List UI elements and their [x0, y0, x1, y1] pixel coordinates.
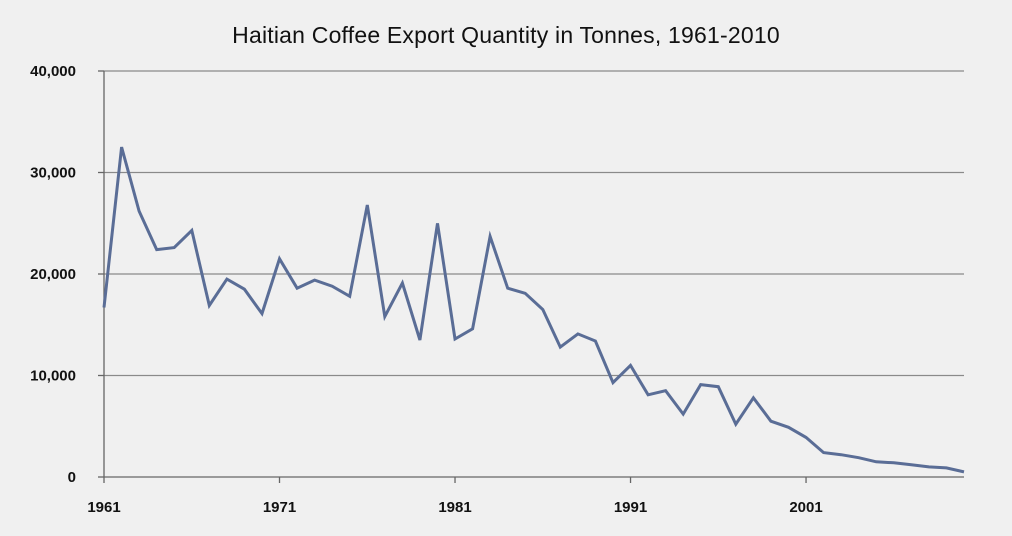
- series-line: [102, 146, 965, 474]
- x-axis-ticks: 1961 1971 1981 1991 2001: [87, 477, 823, 516]
- y-tick-label: 10,000: [30, 368, 76, 385]
- y-tick-label: 20,000: [30, 266, 76, 283]
- y-tick-label: 40,000: [30, 63, 76, 80]
- x-tick-label: 1971: [263, 499, 296, 516]
- x-tick-label: 1991: [614, 499, 647, 516]
- gridlines: [104, 70, 964, 377]
- y-axis-ticks: 0 10,000 20,000 30,000 40,000: [30, 63, 104, 486]
- y-tick-label: 30,000: [30, 165, 76, 182]
- x-tick-label: 1961: [87, 499, 120, 516]
- chart-title: Haitian Coffee Export Quantity in Tonnes…: [232, 22, 780, 48]
- y-tick-label: 0: [68, 469, 76, 486]
- x-tick-label: 1981: [438, 499, 471, 516]
- x-tick-label: 2001: [789, 499, 822, 516]
- series-group: [102, 146, 965, 474]
